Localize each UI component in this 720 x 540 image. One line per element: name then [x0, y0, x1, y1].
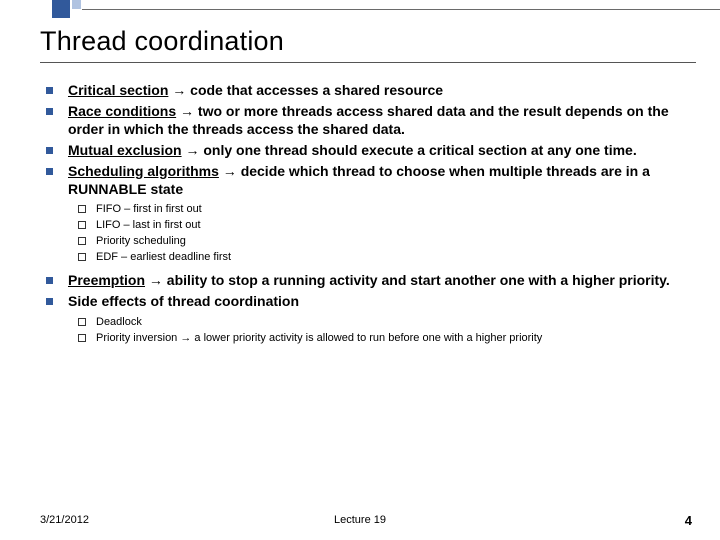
slide: Thread coordination Critical section → c…: [0, 0, 720, 540]
arrow-icon: →: [149, 272, 163, 288]
title-underline: [40, 62, 696, 63]
bullet-item: Side effects of thread coordination Dead…: [40, 293, 692, 347]
term: Scheduling algorithms: [68, 163, 219, 179]
term: Preemption: [68, 272, 145, 288]
definition: Side effects of thread coordination: [68, 293, 299, 309]
bullet-list-1: Critical section → code that accesses a …: [40, 82, 692, 266]
bullet-item: Critical section → code that accesses a …: [40, 82, 692, 100]
sub-bullet-item: Priority scheduling: [68, 234, 692, 250]
sub-bullet-item: LIFO – last in first out: [68, 218, 692, 234]
bullet-list-2: Preemption → ability to stop a running a…: [40, 272, 692, 347]
sub-bullet-list: FIFO – first in first out LIFO – last in…: [68, 202, 692, 266]
sub-bullet-item: EDF – earliest deadline first: [68, 250, 692, 266]
arrow-icon: →: [223, 163, 237, 179]
sub-bullet-item: FIFO – first in first out: [68, 202, 692, 218]
arrow-icon: →: [180, 103, 194, 119]
term: Critical section: [68, 82, 168, 98]
sub-bullet-item: Priority inversion → a lower priority ac…: [68, 331, 692, 347]
header-square-large: [52, 0, 70, 18]
definition: ability to stop a running activity and s…: [167, 272, 670, 288]
header-line: [82, 9, 720, 10]
term: Mutual exclusion: [68, 142, 182, 158]
footer-page-number: 4: [685, 513, 692, 528]
bullet-item: Preemption → ability to stop a running a…: [40, 272, 692, 290]
bullet-item: Race conditions → two or more threads ac…: [40, 103, 692, 139]
header-square-small: [72, 0, 81, 9]
definition: code that accesses a shared resource: [190, 82, 443, 98]
header-decoration: [0, 0, 720, 18]
content-area: Critical section → code that accesses a …: [40, 82, 692, 351]
bullet-item: Scheduling algorithms → decide which thr…: [40, 163, 692, 267]
footer-lecture: Lecture 19: [0, 514, 720, 526]
sub-bullet-item: Deadlock: [68, 315, 692, 331]
definition: only one thread should execute a critica…: [203, 142, 636, 158]
bullet-item: Mutual exclusion → only one thread shoul…: [40, 142, 692, 160]
arrow-icon: →: [172, 82, 186, 98]
term: Race conditions: [68, 103, 176, 119]
sub-bullet-list: Deadlock Priority inversion → a lower pr…: [68, 315, 692, 347]
arrow-icon: →: [185, 142, 199, 158]
slide-title: Thread coordination: [40, 26, 284, 57]
